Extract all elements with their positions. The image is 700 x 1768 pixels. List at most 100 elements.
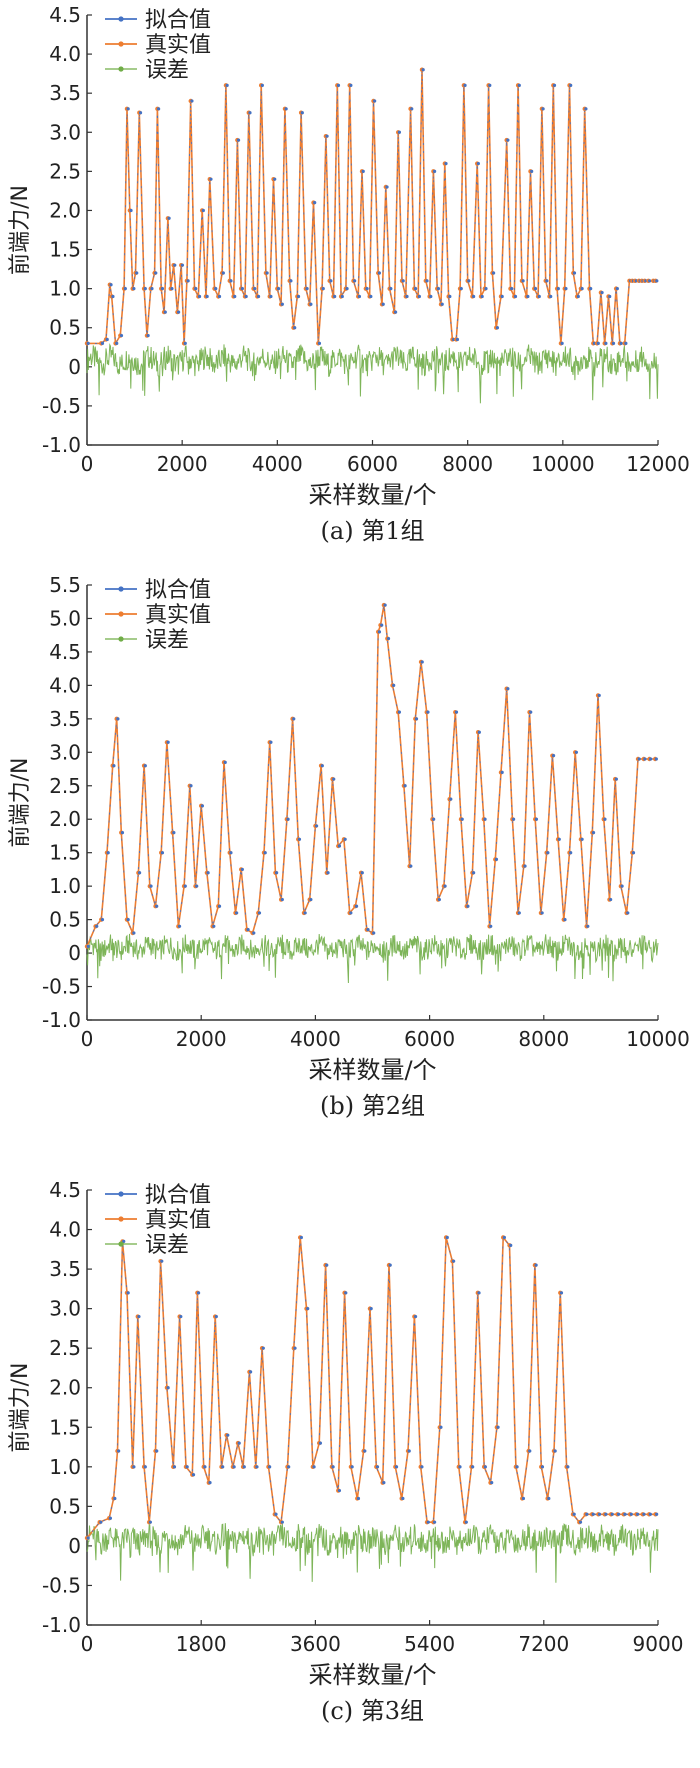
fit-point bbox=[432, 817, 436, 821]
fit-point bbox=[452, 1259, 456, 1263]
panel-caption: (c) 第3组 bbox=[321, 1697, 424, 1725]
fit-point bbox=[471, 1465, 475, 1469]
fit-point bbox=[261, 1346, 265, 1350]
fit-point bbox=[137, 871, 142, 875]
y-tick-label: 5.0 bbox=[49, 606, 81, 630]
fit-point bbox=[426, 1520, 430, 1524]
y-tick-label: 0.5 bbox=[49, 908, 81, 932]
fit-point bbox=[591, 1512, 595, 1516]
y-tick-label: 1.0 bbox=[49, 1455, 81, 1479]
fit-point bbox=[572, 271, 577, 275]
fit-point bbox=[495, 326, 500, 330]
y-tick-label: 3.5 bbox=[49, 707, 81, 731]
fit-point bbox=[552, 83, 557, 87]
fit-point bbox=[126, 1291, 130, 1295]
fit-point bbox=[546, 851, 550, 855]
fit-point bbox=[305, 287, 309, 291]
fit-point bbox=[329, 279, 333, 283]
fit-point bbox=[410, 107, 414, 111]
fit-point bbox=[566, 1465, 570, 1469]
y-tick-label: 2.0 bbox=[49, 1376, 81, 1400]
legend-marker bbox=[118, 1191, 124, 1197]
fit-point bbox=[183, 341, 187, 345]
fit-point bbox=[132, 1465, 136, 1469]
fit-point bbox=[350, 1465, 354, 1469]
y-tick-label: 3.5 bbox=[49, 81, 81, 105]
fit-point bbox=[214, 287, 218, 291]
x-tick-label: 10000 bbox=[531, 452, 595, 476]
fit-point bbox=[407, 1449, 411, 1453]
fit-point bbox=[557, 837, 561, 841]
fit-point bbox=[603, 817, 607, 821]
legend-label: 误差 bbox=[145, 628, 189, 653]
fit-point bbox=[340, 294, 344, 299]
fit-point bbox=[604, 341, 608, 345]
fit-point bbox=[420, 1465, 424, 1469]
fit-point bbox=[196, 1291, 201, 1295]
fit-point bbox=[530, 169, 534, 173]
fit-point bbox=[299, 1235, 303, 1240]
fit-point bbox=[325, 134, 329, 138]
fit-point bbox=[409, 864, 413, 868]
fit-point bbox=[437, 897, 441, 902]
fit-point bbox=[148, 1520, 152, 1524]
fit-point bbox=[320, 764, 324, 768]
fit-point bbox=[309, 302, 313, 306]
y-tick-label: 1.5 bbox=[49, 238, 81, 262]
x-tick-label: 5400 bbox=[404, 1632, 455, 1656]
fit-point bbox=[149, 884, 153, 888]
y-tick-label: -0.5 bbox=[42, 394, 81, 418]
fit-point bbox=[540, 1465, 545, 1469]
fit-point bbox=[413, 1314, 418, 1319]
fit-point bbox=[521, 1496, 526, 1501]
fit-point bbox=[309, 897, 313, 902]
x-tick-label: 4000 bbox=[252, 452, 303, 476]
fit-point bbox=[511, 817, 516, 821]
y-tick-label: 3.0 bbox=[49, 740, 81, 764]
y-tick-label: 2.5 bbox=[49, 159, 81, 183]
fit-point bbox=[119, 333, 124, 338]
fit-point bbox=[467, 279, 471, 283]
fit-point bbox=[313, 201, 317, 205]
x-tick-label: 6000 bbox=[404, 1027, 455, 1051]
fit-point bbox=[138, 111, 143, 115]
fit-point bbox=[616, 1512, 621, 1516]
fit-point bbox=[655, 279, 659, 283]
fit-point bbox=[472, 871, 476, 875]
legend-marker bbox=[118, 636, 124, 642]
fit-point bbox=[221, 1465, 225, 1469]
fit-point bbox=[572, 1512, 576, 1516]
fit-point bbox=[614, 777, 618, 781]
fit-point bbox=[135, 271, 139, 275]
fit-point bbox=[205, 294, 209, 299]
panel-caption: (b) 第2组 bbox=[320, 1092, 425, 1120]
fit-point bbox=[440, 302, 444, 306]
fit-point bbox=[569, 83, 573, 87]
fit-point bbox=[318, 1441, 323, 1445]
fit-point bbox=[237, 1441, 241, 1445]
fit-point bbox=[132, 931, 136, 935]
fit-point bbox=[488, 83, 492, 87]
fit-point bbox=[209, 177, 213, 181]
x-tick-label: 0 bbox=[81, 1027, 94, 1051]
fit-point bbox=[297, 837, 302, 841]
fit-point bbox=[197, 294, 202, 299]
legend-marker bbox=[118, 66, 124, 72]
fit-point bbox=[574, 750, 579, 754]
fit-point bbox=[163, 310, 167, 314]
fit-point bbox=[585, 1512, 589, 1516]
fit-point bbox=[116, 717, 120, 721]
fit-point bbox=[414, 717, 419, 721]
fit-point bbox=[553, 1449, 557, 1453]
fit-point bbox=[253, 287, 257, 291]
fit-point bbox=[642, 1512, 646, 1516]
y-axis-label: 前端力/N bbox=[8, 758, 33, 848]
fit-point bbox=[365, 287, 369, 291]
fit-point bbox=[203, 1465, 207, 1469]
fit-point bbox=[112, 764, 116, 768]
fit-point bbox=[425, 279, 429, 283]
fit-point bbox=[326, 871, 330, 875]
fit-point bbox=[515, 1465, 519, 1469]
fit-point bbox=[286, 817, 290, 821]
fit-point bbox=[172, 1465, 177, 1469]
